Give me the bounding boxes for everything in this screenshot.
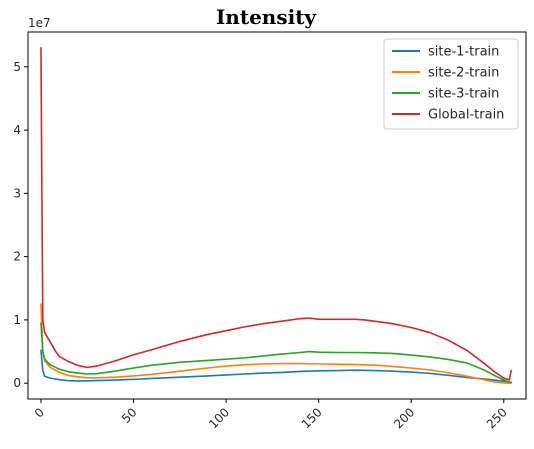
y-tick-label: 3	[13, 186, 21, 200]
axes-frame	[27, 31, 527, 400]
legend-label: site-1-train	[428, 45, 499, 60]
series-line-site-1-train	[40, 349, 512, 384]
x-tick-label: 50	[119, 405, 140, 426]
y-axis: 0 1 2 3 4 5	[13, 60, 28, 390]
x-axis: 0 50 100 150 200 250	[32, 399, 510, 431]
x-tick-label: 100	[206, 405, 232, 431]
y-tick-label: 5	[13, 60, 21, 74]
y-tick-label: 4	[13, 123, 21, 137]
y-multiplier-label: 1e7	[28, 16, 51, 30]
x-tick-label: 250	[484, 405, 510, 431]
series-line-site-2-train	[40, 303, 512, 384]
series-line-Global-train	[40, 47, 512, 381]
series-line-site-3-train	[40, 322, 512, 384]
plot-area	[40, 47, 512, 384]
chart-title: Intensity	[216, 5, 317, 29]
legend-label: site-2-train	[428, 66, 499, 81]
y-tick-label: 2	[13, 250, 21, 264]
legend-label: Global-train	[428, 108, 504, 123]
y-tick-label: 0	[13, 376, 21, 390]
legend-box	[383, 38, 519, 130]
x-tick-label: 0	[32, 405, 47, 420]
x-tick-label: 150	[299, 405, 325, 431]
x-tick-label: 200	[391, 405, 417, 431]
y-tick-label: 1	[13, 313, 21, 327]
legend: site-1-train site-2-train site-3-train Glob…	[383, 38, 519, 130]
legend-label: site-3-train	[428, 87, 499, 102]
